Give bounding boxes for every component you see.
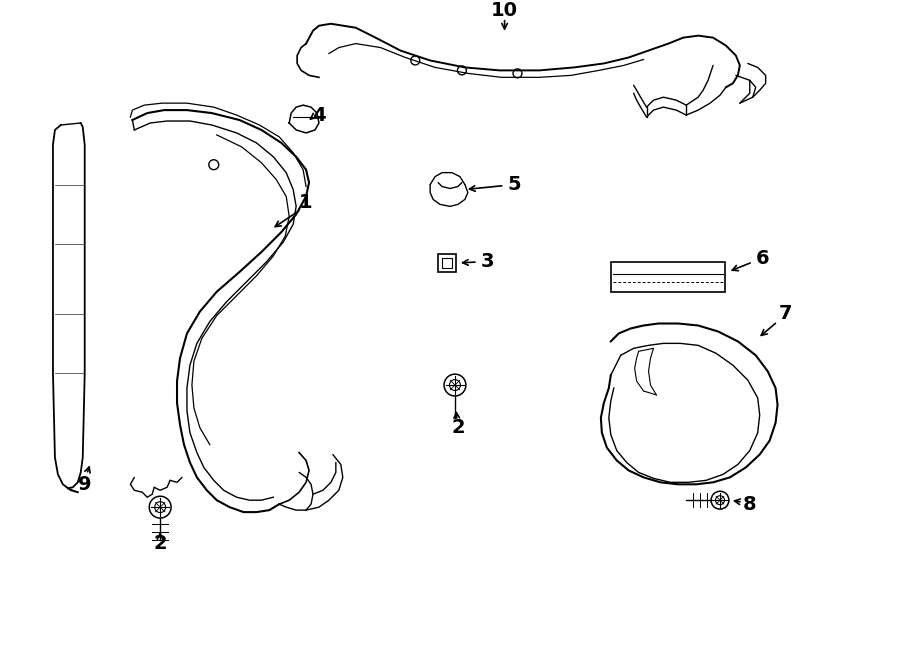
Text: 10: 10 — [491, 1, 518, 20]
Text: 5: 5 — [508, 175, 521, 194]
Text: 4: 4 — [312, 106, 326, 124]
Bar — [611, 262, 725, 292]
Bar — [438, 254, 456, 272]
Text: 3: 3 — [481, 253, 494, 272]
Text: 9: 9 — [78, 475, 92, 494]
Text: 1: 1 — [300, 193, 313, 212]
Text: 2: 2 — [153, 534, 167, 553]
Bar — [442, 258, 452, 268]
Text: 2: 2 — [451, 418, 464, 437]
Text: 8: 8 — [743, 494, 757, 514]
Text: 7: 7 — [778, 304, 792, 323]
Text: 6: 6 — [756, 249, 770, 268]
